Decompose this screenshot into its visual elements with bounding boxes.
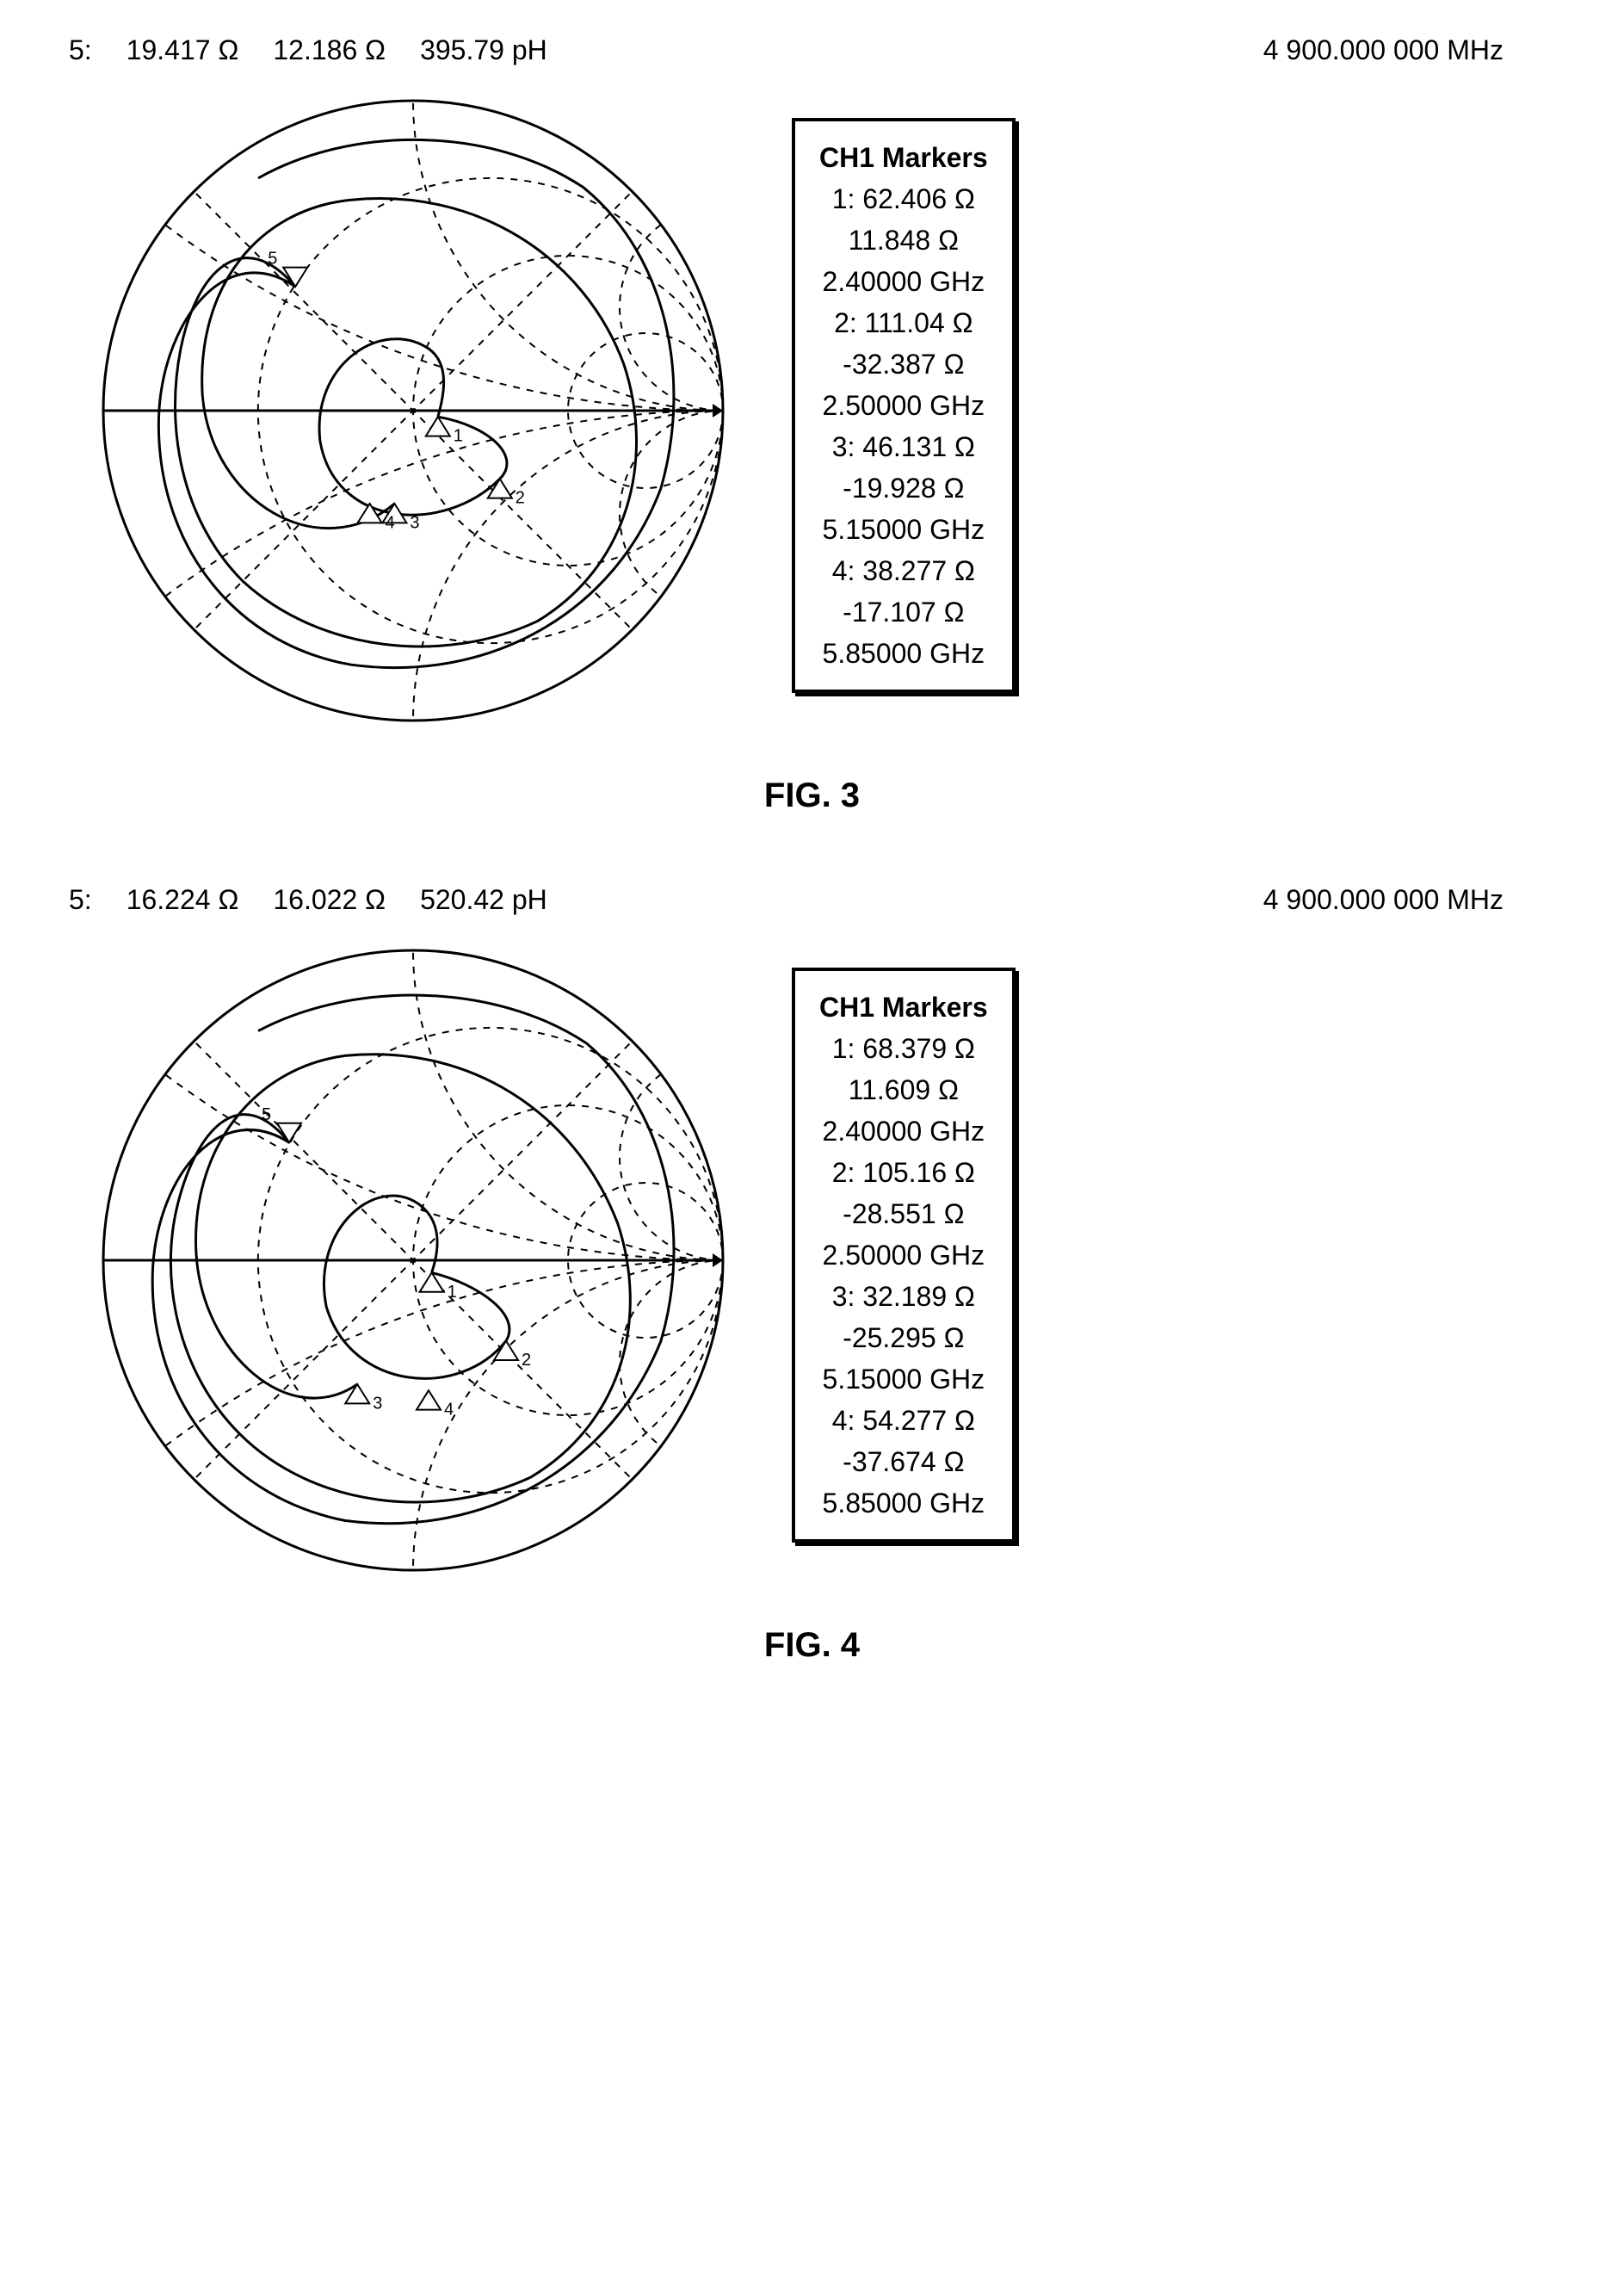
marker-box: CH1 Markers1: 62.406 Ω11.848 Ω2.40000 GH… [792, 118, 1016, 693]
content-row: 1 2 34 5 CH1 Markers1: 62.406 Ω11.848 Ω2.400… [34, 84, 1590, 742]
marker-label: 3 [373, 1394, 382, 1413]
header-freq: 4 900.000 000 MHz [1263, 884, 1504, 915]
marker-row: -32.387 Ω [819, 343, 988, 385]
marker-box-title: CH1 Markers [819, 137, 988, 178]
marker-row: 11.848 Ω [819, 220, 988, 261]
header-freq: 4 900.000 000 MHz [1263, 34, 1504, 65]
marker-row: -19.928 Ω [819, 467, 988, 509]
header-val1: 19.417 Ω [127, 34, 239, 66]
marker-label: 4 [444, 1401, 454, 1420]
marker-row: 1: 68.379 Ω [819, 1028, 988, 1069]
marker-row: 4: 38.277 Ω [819, 550, 988, 591]
header-val3: 395.79 pH [420, 34, 547, 66]
smith-chart: 1 2 34 5 [86, 84, 740, 738]
header-val3: 520.42 pH [420, 884, 547, 916]
marker-box-title: CH1 Markers [819, 987, 988, 1028]
marker-row: 5.85000 GHz [819, 633, 988, 674]
marker-row: -37.674 Ω [819, 1441, 988, 1482]
marker-label: 5 [262, 1105, 271, 1124]
figure-block: 5: 19.417 Ω 12.186 Ω 395.79 pH 4 900.000… [34, 34, 1590, 815]
figure-caption: FIG. 3 [34, 776, 1590, 815]
marker-label: 4 [386, 513, 395, 532]
marker-row: 5.85000 GHz [819, 1482, 988, 1524]
content-row: 1 2 3 4 5 CH1 Markers1: 68.379 Ω11.609 Ω2.400… [34, 933, 1590, 1592]
marker-row: 2.40000 GHz [819, 1110, 988, 1152]
marker-row: 2.50000 GHz [819, 1234, 988, 1276]
marker-row: -17.107 Ω [819, 591, 988, 633]
marker-label: 5 [268, 250, 277, 269]
marker-row: 2: 105.16 Ω [819, 1152, 988, 1193]
marker-box: CH1 Markers1: 68.379 Ω11.609 Ω2.40000 GH… [792, 968, 1016, 1543]
marker-row: 5.15000 GHz [819, 509, 988, 550]
header-marker: 5: [69, 884, 92, 916]
figure-block: 5: 16.224 Ω 16.022 Ω 520.42 pH 4 900.000… [34, 884, 1590, 1665]
smith-chart: 1 2 3 4 5 [86, 933, 740, 1587]
figure-caption: FIG. 4 [34, 1626, 1590, 1665]
header-val2: 16.022 Ω [273, 884, 386, 916]
header-row: 5: 19.417 Ω 12.186 Ω 395.79 pH 4 900.000… [34, 34, 1590, 66]
marker-label: 2 [516, 489, 525, 508]
marker-label: 3 [410, 513, 419, 532]
marker-row: 2.40000 GHz [819, 261, 988, 302]
marker-row: 1: 62.406 Ω [819, 178, 988, 220]
marker-row: 3: 32.189 Ω [819, 1276, 988, 1317]
marker-row: 2: 111.04 Ω [819, 302, 988, 343]
marker-row: -25.295 Ω [819, 1317, 988, 1358]
header-val1: 16.224 Ω [127, 884, 239, 916]
header-marker: 5: [69, 34, 92, 66]
marker-label: 1 [448, 1283, 457, 1302]
marker-label: 1 [454, 427, 463, 446]
marker-row: 11.609 Ω [819, 1069, 988, 1110]
marker-row: -28.551 Ω [819, 1193, 988, 1234]
marker-row: 3: 46.131 Ω [819, 426, 988, 467]
header-row: 5: 16.224 Ω 16.022 Ω 520.42 pH 4 900.000… [34, 884, 1590, 916]
marker-row: 5.15000 GHz [819, 1358, 988, 1400]
header-val2: 12.186 Ω [273, 34, 386, 66]
marker-row: 4: 54.277 Ω [819, 1400, 988, 1441]
marker-label: 2 [522, 1351, 531, 1370]
marker-row: 2.50000 GHz [819, 385, 988, 426]
